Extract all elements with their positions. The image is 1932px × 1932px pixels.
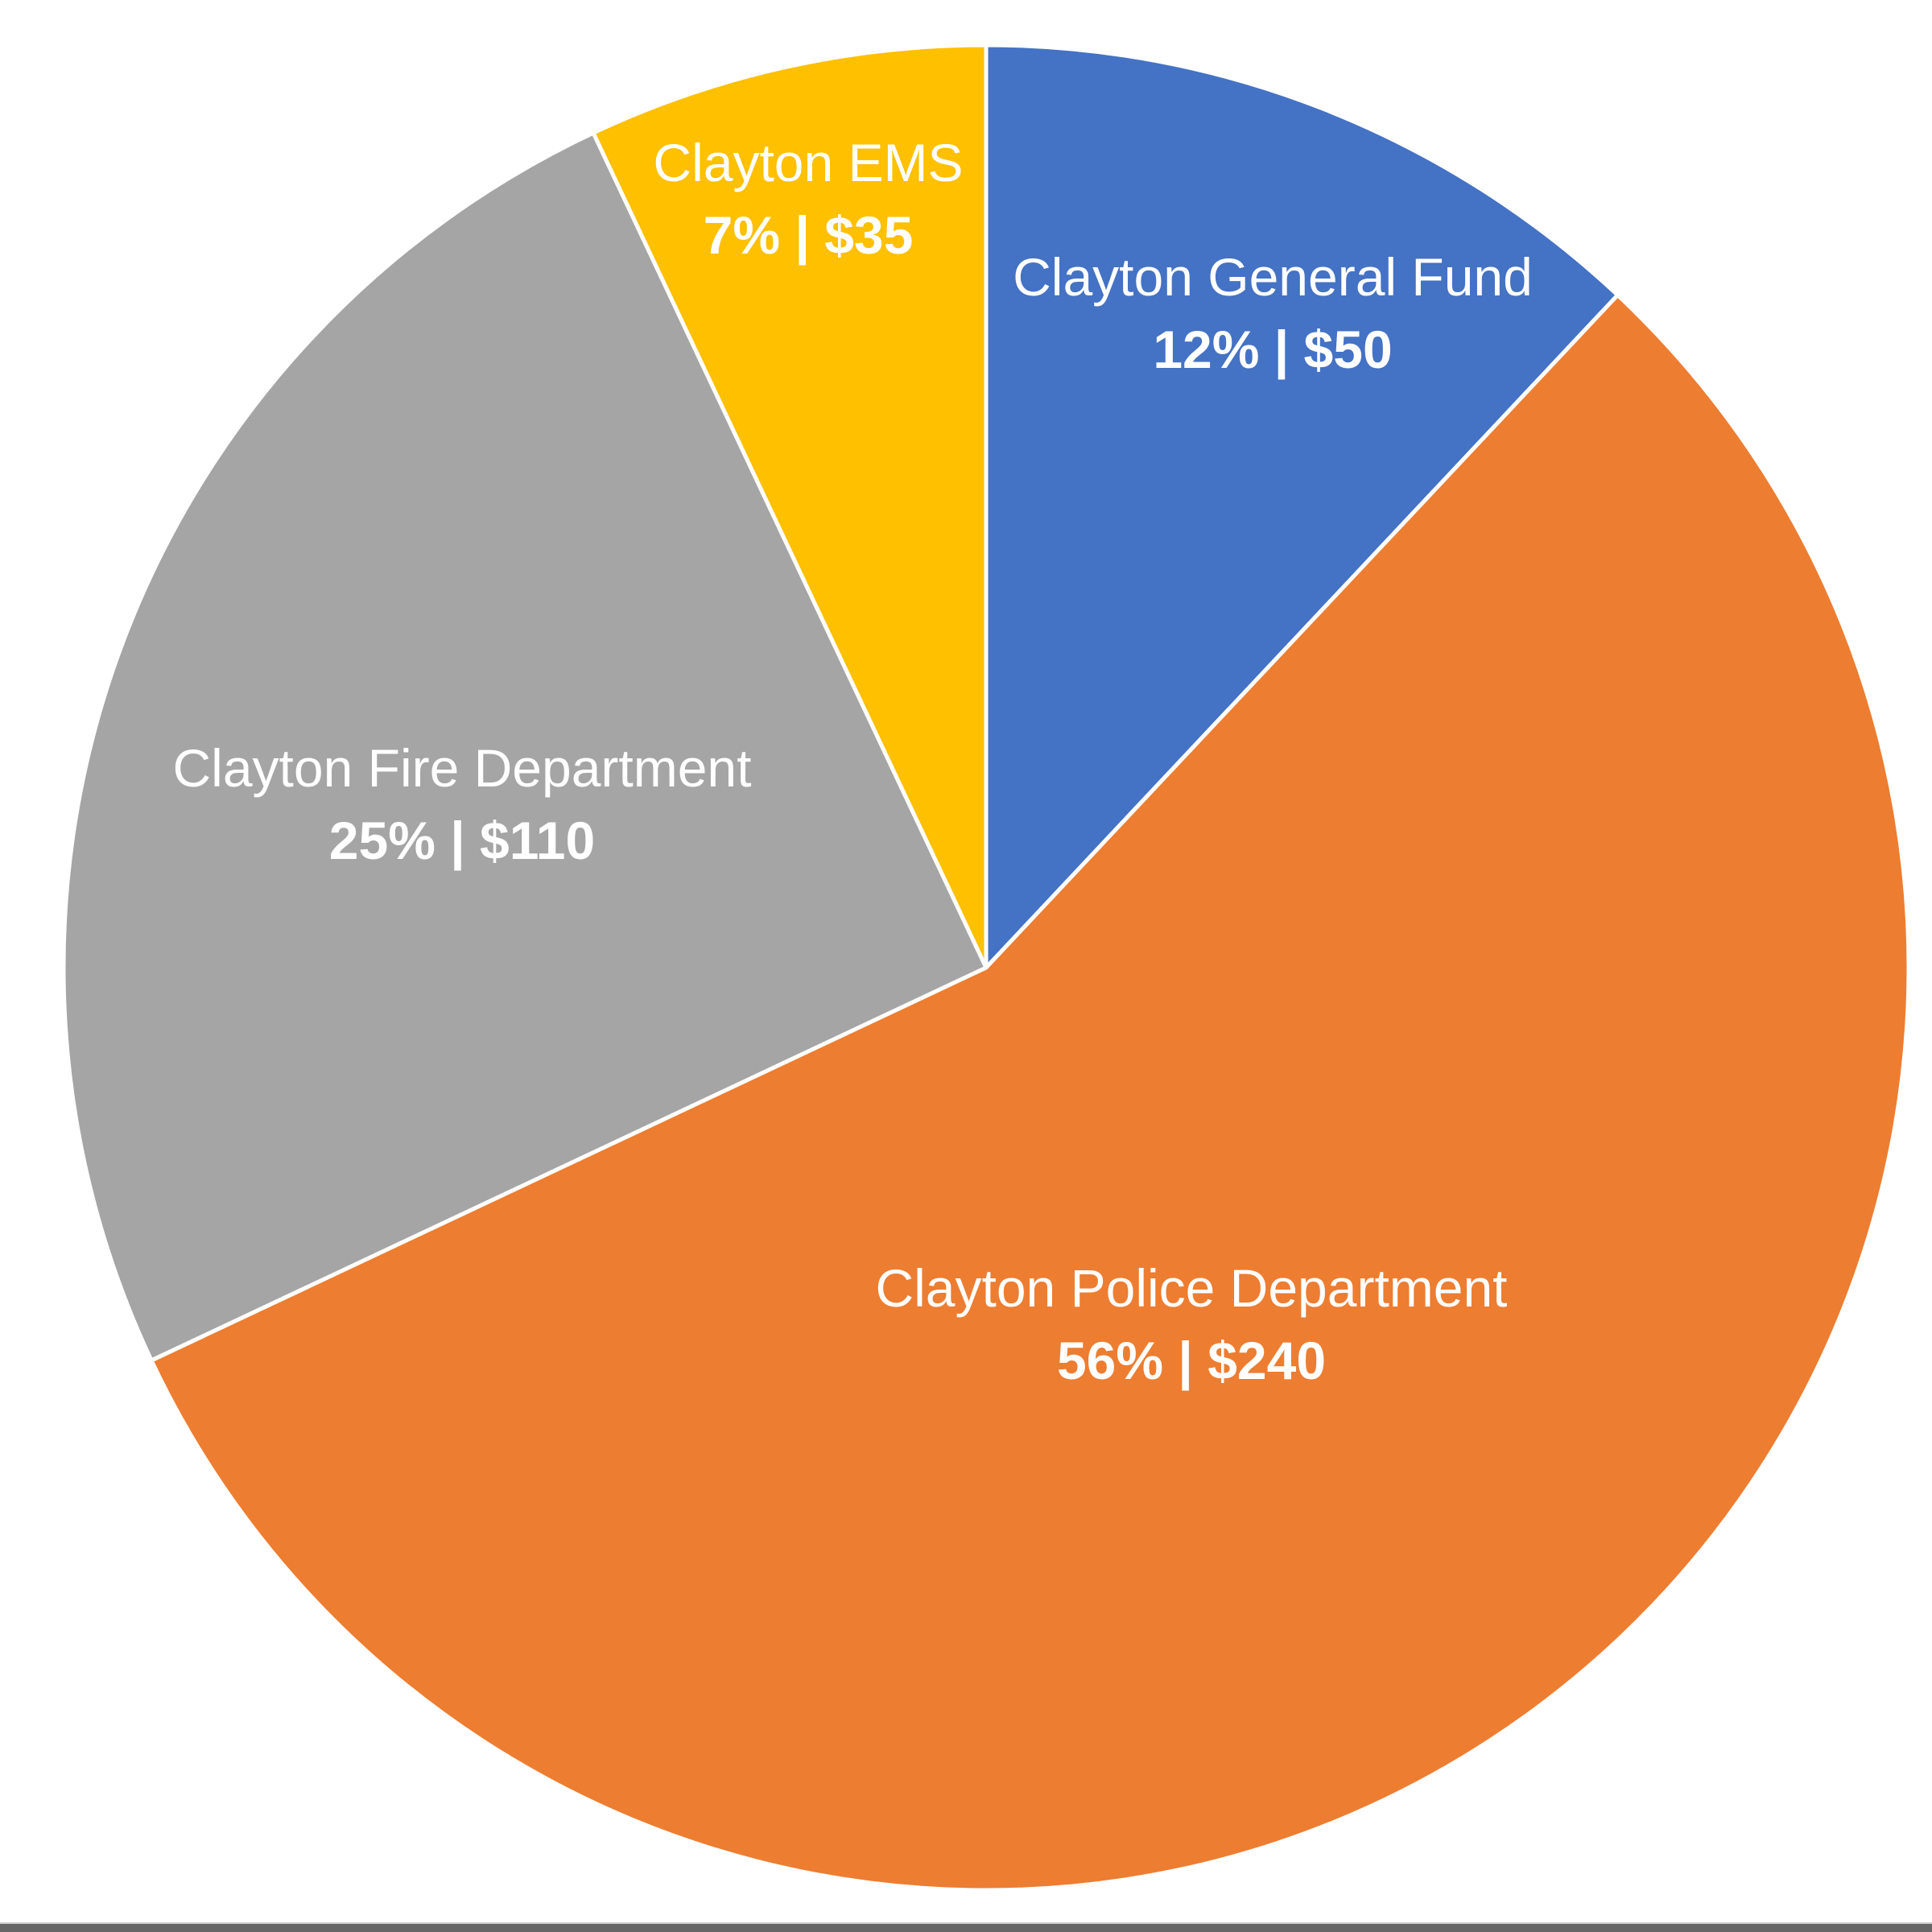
- pie-slice-clayton-general-fund: [984, 43, 1620, 970]
- slice-label: Clayton Fire Department: [173, 738, 752, 798]
- slice-label: Clayton Police Department: [875, 1258, 1507, 1318]
- pie-slice-clayton-police-department: [149, 293, 1911, 1893]
- pie-slice-clayton-ems: [591, 43, 989, 970]
- slice-value-label: 56% | $240: [1057, 1331, 1326, 1392]
- slice-label: Clayton EMS: [653, 133, 963, 192]
- bottom-border: [0, 1922, 1932, 1932]
- slice-label: Clayton General Fund: [1013, 247, 1533, 307]
- slice-value-label: 12% | $50: [1153, 320, 1392, 381]
- pie-slice-clayton-fire-department: [61, 130, 989, 1363]
- slice-value-label: 7% | $35: [704, 205, 914, 266]
- slice-value-label: 25% | $110: [329, 811, 595, 872]
